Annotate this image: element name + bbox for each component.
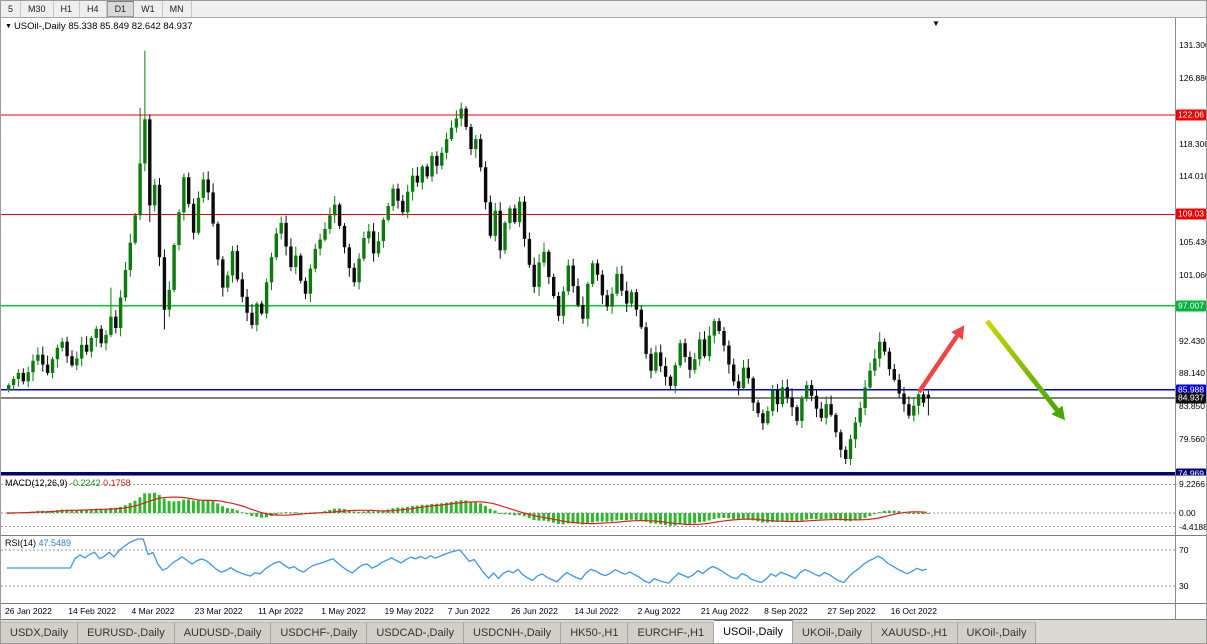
date-label: 27 Sep 2022: [827, 606, 876, 616]
timeframe-button-h4[interactable]: H4: [80, 1, 107, 17]
timeframe-button-m30[interactable]: M30: [21, 1, 54, 17]
date-label: 14 Feb 2022: [68, 606, 116, 616]
macd-signal-value: 0.1758: [103, 478, 131, 488]
price-axis-label: 92.430: [1179, 335, 1205, 346]
timeframe-button-h1[interactable]: H1: [53, 1, 81, 17]
price-axis-label: 105.430: [1179, 236, 1206, 247]
date-label: 19 May 2022: [384, 606, 434, 616]
timeframe-button-mn[interactable]: MN: [162, 1, 192, 17]
date-label: 14 Jul 2022: [574, 606, 619, 616]
chart-tab-usoil-daily[interactable]: USOil-,Daily: [714, 620, 794, 643]
rsi-canvas[interactable]: [1, 536, 1175, 603]
date-label: 23 Mar 2022: [194, 606, 243, 616]
chart-top-marker-icon: ▼: [932, 19, 940, 28]
price-axis-badge: 109.03: [1176, 208, 1206, 220]
rsi-axis-label: 30: [1179, 581, 1189, 591]
price-axis-label: 83.850: [1179, 401, 1205, 412]
price-axis-label: 79.560: [1179, 433, 1205, 444]
macd-axis-label: 9.2266: [1179, 479, 1205, 490]
bearish-arrow[interactable]: [985, 319, 1059, 412]
price-axis-label: 126.880: [1179, 73, 1206, 84]
rsi-pane[interactable]: RSI(14) 47.5489 70 30: [1, 536, 1206, 604]
tab-bar: USDX,Daily EURUSD-,Daily AUDUSD-,Daily USDC…: [1, 620, 1206, 643]
price-axis-badge: 97.007: [1176, 300, 1206, 312]
price-axis-label: 114.010: [1179, 171, 1206, 182]
price-axis-label: 101.060: [1179, 269, 1206, 280]
price-axis-badge: 122.06: [1176, 109, 1206, 121]
macd-indicator-name: MACD(12,26,9): [5, 478, 68, 488]
rsi-axis-label: 70: [1179, 545, 1189, 555]
timeframe-button-w1[interactable]: W1: [134, 1, 163, 17]
date-label: 26 Jun 2022: [511, 606, 558, 616]
macd-pane[interactable]: MACD(12,26,9) -0.2242 0.1758 9.2266 0.00 -…: [1, 476, 1206, 536]
bullish-arrow[interactable]: [917, 334, 959, 394]
price-axis-badge: 74.969: [1176, 468, 1206, 475]
rsi-value: 47.5489: [38, 538, 72, 548]
price-chart-canvas[interactable]: [1, 18, 1175, 475]
chart-tab-hk50-h1[interactable]: HK50-,H1: [561, 622, 629, 643]
chart-symbol-label: USOil-,Daily: [13, 21, 66, 32]
macd-axis-label: -4.4188: [1179, 521, 1206, 532]
chart-tab-ukoil-daily[interactable]: UKOil-,Daily: [957, 622, 1037, 643]
chart-tab-ukoil-daily[interactable]: UKOil-,Daily: [793, 622, 872, 643]
chart-tab-usdcad-daily[interactable]: USDCAD-,Daily: [367, 622, 464, 643]
symbol-marker-icon: ▼: [5, 23, 12, 30]
date-axis: 26 Jan 2022 14 Feb 2022 4 Mar 2022 23 Mar 2…: [1, 604, 1206, 620]
date-label: 4 Mar 2022: [131, 606, 175, 616]
macd-label: MACD(12,26,9) -0.2242 0.1758: [5, 478, 131, 488]
timeframe-toolbar: 5 M30 H1 H4 D1 W1 MN: [1, 1, 1206, 18]
date-label: 7 Jun 2022: [447, 606, 490, 616]
price-axis-label: 88.140: [1179, 368, 1205, 379]
chart-tab-usdcnh-daily[interactable]: USDCNH-,Daily: [463, 622, 562, 643]
price-axis-label: 118.300: [1179, 138, 1206, 149]
timeframe-button-5[interactable]: 5: [1, 1, 22, 17]
chart-tab-xauusd-h1[interactable]: XAUUSD-,H1: [871, 622, 958, 643]
date-label: 1 May 2022: [321, 606, 366, 616]
price-axis-badge: 84.937: [1176, 392, 1206, 404]
bullish-arrow-head: [951, 325, 965, 340]
date-label: 21 Aug 2022: [700, 606, 749, 616]
chart-tab-eurusd-daily[interactable]: EURUSD-,Daily: [78, 622, 175, 643]
date-label: 16 Oct 2022: [890, 606, 937, 616]
chart-tab-usdchf-daily[interactable]: USDCHF-,Daily: [271, 622, 368, 643]
rsi-label: RSI(14) 47.5489: [5, 538, 71, 548]
price-pane[interactable]: ▼ USOil-,Daily 85.338 85.849 82.642 84.93…: [1, 18, 1206, 476]
chart-tab-audusd-daily[interactable]: AUDUSD-,Daily: [174, 622, 272, 643]
macd-main-value: -0.2242: [70, 478, 101, 488]
date-label: 8 Sep 2022: [764, 606, 808, 616]
date-label: 2 Aug 2022: [637, 606, 681, 616]
chart-tab-eurchf-h1[interactable]: EURCHF-,H1: [628, 622, 715, 643]
rsi-indicator-name: RSI(14): [5, 538, 37, 548]
price-axis-badge: 85.988: [1176, 384, 1206, 396]
macd-canvas[interactable]: [1, 476, 1175, 535]
date-label: 11 Apr 2022: [258, 606, 304, 616]
chart-ohlc-values: 85.338 85.849 82.642 84.937: [68, 21, 193, 32]
chart-tab-usdx-daily[interactable]: USDX,Daily: [1, 622, 79, 643]
price-axis-label: 131.300: [1179, 39, 1206, 50]
bearish-arrow-head: [1051, 405, 1066, 421]
timeframe-button-d1[interactable]: D1: [106, 1, 135, 17]
chart-title: ▼ USOil-,Daily 85.338 85.849 82.642 84.93…: [5, 21, 192, 32]
macd-axis-label: 0.00: [1179, 508, 1196, 518]
date-label: 26 Jan 2022: [5, 606, 52, 616]
